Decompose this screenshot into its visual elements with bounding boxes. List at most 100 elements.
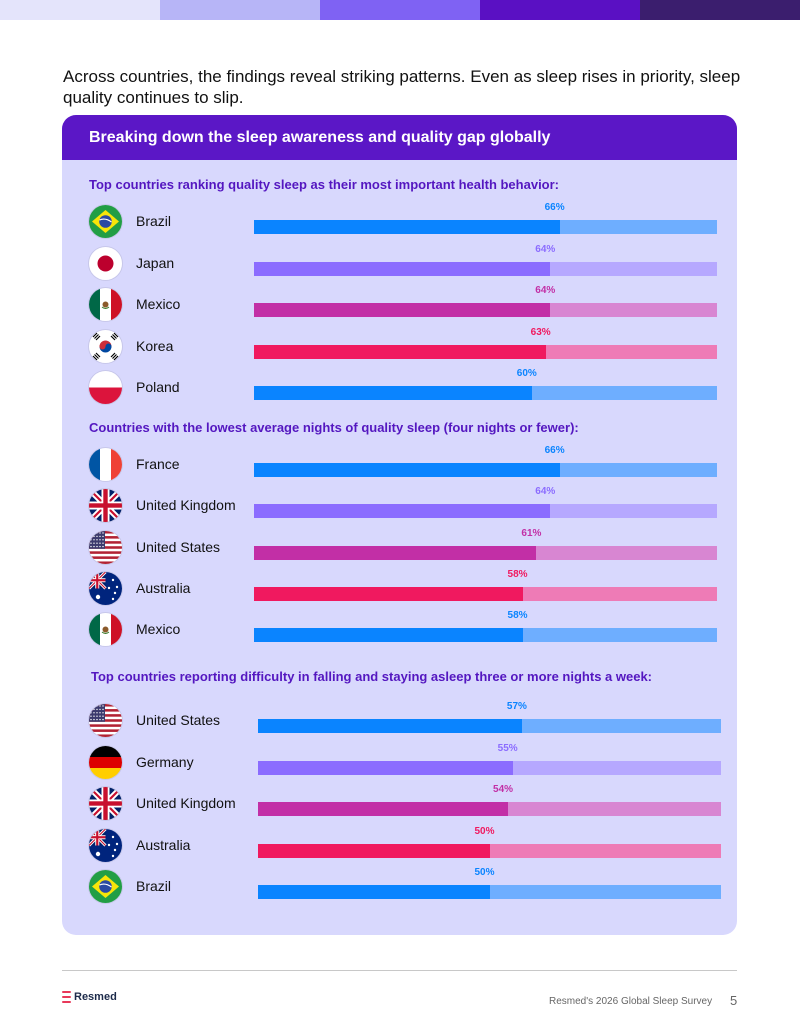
percent-label: 64% — [535, 486, 556, 498]
country-row: Brazil 50% — [62, 867, 737, 907]
percent-label: 50% — [474, 825, 495, 837]
bar-remainder — [559, 220, 717, 234]
percent-label: 64% — [535, 243, 556, 255]
bar-fill — [258, 885, 490, 899]
section-title-2: Countries with the lowest average nights… — [89, 420, 579, 435]
bar-fill — [258, 719, 522, 733]
bar-remainder — [550, 303, 717, 317]
bar-remainder — [522, 586, 717, 601]
bar-fill — [254, 545, 537, 560]
france-flag-icon — [89, 448, 122, 481]
country-name: Korea — [136, 337, 174, 354]
footer-survey-title: Resmed's 2026 Global Sleep Survey — [549, 996, 713, 1007]
country-row: Mexico 58% — [62, 610, 737, 650]
percent-label: 63% — [530, 326, 551, 338]
bar-track — [254, 386, 717, 400]
bar-track — [254, 504, 717, 519]
brazil-flag-icon — [89, 870, 122, 903]
country-name: Mexico — [136, 296, 181, 312]
bar-remainder — [550, 261, 717, 276]
percent-label: 66% — [544, 445, 565, 456]
section-title-1: Top countries ranking quality sleep as t… — [89, 177, 560, 192]
bar-track — [254, 261, 717, 276]
bar-remainder — [550, 504, 717, 519]
country-row: Japan 64% — [62, 244, 737, 284]
percent-label: 64% — [535, 285, 556, 296]
country-name: Japan — [136, 254, 175, 271]
bar-track — [254, 303, 717, 317]
mexico-flag-icon — [89, 288, 122, 321]
percent-label: 55% — [497, 742, 518, 754]
bar-remainder — [545, 344, 717, 359]
card-title: Breaking down the sleep awareness and qu… — [62, 115, 737, 160]
australia-flag-icon — [89, 571, 122, 605]
country-row: Korea 63% — [62, 327, 737, 367]
us-flag-icon — [89, 704, 122, 737]
country-name: Brazil — [136, 878, 172, 894]
bar-fill — [254, 586, 523, 601]
strip-segment-4 — [480, 0, 640, 20]
bar-track — [258, 802, 721, 816]
uk-flag-icon — [89, 787, 122, 820]
country-name: Australia — [136, 579, 191, 596]
strip-segment-2 — [160, 0, 320, 20]
country-name: Australia — [136, 836, 191, 853]
resmed-logo-icon — [62, 991, 71, 1003]
bar-track — [254, 545, 717, 560]
country-name: France — [136, 456, 180, 472]
country-name: Poland — [136, 379, 180, 395]
bar-fill — [254, 344, 546, 359]
country-row: Mexico 64% — [62, 285, 737, 325]
bar-track — [254, 586, 717, 601]
bar-fill — [254, 261, 551, 276]
page-number: 5 — [730, 993, 738, 1008]
country-row: Australia 58% — [62, 569, 737, 609]
percent-label: 54% — [493, 784, 514, 795]
country-name: Mexico — [136, 621, 181, 638]
bar-remainder — [508, 802, 721, 816]
japan-flag-icon — [89, 246, 122, 280]
percent-label: 50% — [474, 867, 495, 878]
intro-paragraph: Across countries, the findings reveal st… — [63, 67, 741, 107]
country-row: United States 61% — [62, 528, 737, 568]
country-row: United Kingdom 64% — [62, 486, 737, 526]
mexico-flag-icon — [89, 613, 122, 647]
country-name: Germany — [136, 753, 194, 770]
bar-remainder — [521, 719, 721, 733]
us-flag-icon — [89, 530, 122, 564]
country-row: United States 57% — [62, 701, 737, 741]
bar-remainder — [531, 386, 717, 400]
top-color-strip — [0, 0, 800, 20]
percent-label: 60% — [516, 368, 537, 379]
bar-remainder — [489, 843, 721, 858]
bar-track — [258, 885, 721, 899]
bar-track — [258, 719, 721, 733]
bar-track — [254, 220, 717, 234]
poland-flag-icon — [89, 371, 122, 404]
uk-flag-icon — [89, 489, 122, 523]
strip-segment-5 — [640, 0, 800, 20]
country-row: France 66% — [62, 445, 737, 485]
korea-flag-icon — [89, 329, 122, 363]
country-row: Germany 55% — [62, 743, 737, 783]
bar-fill — [254, 463, 560, 477]
country-row: Brazil 66% — [62, 202, 737, 242]
resmed-logo: Resmed — [62, 991, 117, 1003]
bar-fill — [254, 220, 560, 234]
bar-fill — [254, 504, 551, 519]
country-name: United Kingdom — [136, 795, 236, 811]
bar-track — [254, 344, 717, 359]
percent-label: 66% — [544, 202, 565, 213]
country-row: United Kingdom 54% — [62, 784, 737, 824]
bar-remainder — [489, 885, 721, 899]
country-name: United Kingdom — [136, 497, 236, 514]
bar-fill — [254, 628, 523, 643]
country-name: Brazil — [136, 213, 172, 229]
bar-remainder — [522, 628, 717, 643]
bar-remainder — [536, 545, 717, 560]
country-row: Poland 60% — [62, 368, 737, 408]
bar-remainder — [512, 760, 721, 775]
bar-track — [258, 760, 721, 775]
logo-text: Resmed — [74, 991, 117, 1003]
percent-label: 58% — [507, 610, 528, 622]
